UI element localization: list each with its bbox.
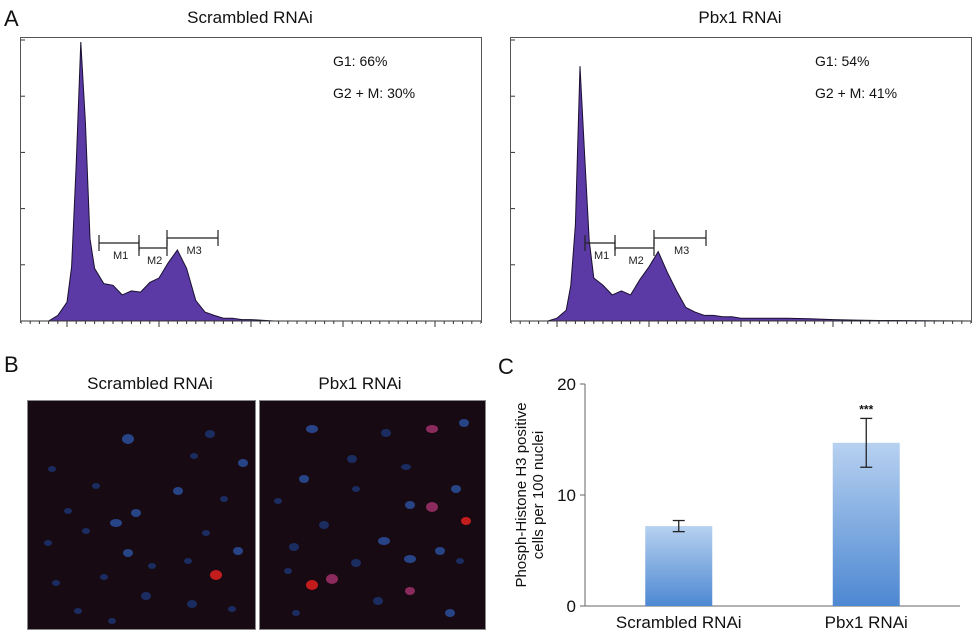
histogram-1-g1-stat: G1: 66% — [333, 53, 388, 69]
histogram-1-gate-label: M2 — [147, 255, 162, 267]
nucleus — [141, 592, 151, 600]
nucleus — [373, 597, 383, 605]
panel-b-letter: B — [4, 352, 19, 377]
nucleus — [326, 574, 338, 584]
nucleus — [426, 425, 438, 433]
nucleus — [92, 483, 100, 489]
micrograph-scrambled-image — [44, 430, 248, 624]
histogram-2-g1-stat: G1: 54% — [815, 53, 870, 69]
significance-marker: *** — [859, 402, 873, 416]
bar — [832, 442, 900, 606]
nucleus — [48, 466, 56, 472]
nucleus — [289, 543, 299, 551]
histogram-1-plot: M1 M2 M3 — [21, 39, 481, 327]
nucleus — [445, 609, 455, 617]
nucleus — [44, 540, 52, 546]
nucleus — [456, 558, 464, 564]
nucleus — [74, 608, 82, 614]
nucleus — [220, 496, 228, 502]
micrograph-pbx1 — [259, 400, 486, 630]
nucleus — [292, 610, 300, 616]
nucleus — [190, 453, 198, 459]
panel-c-letter: C — [498, 354, 514, 379]
nucleus — [108, 618, 116, 624]
nucleus — [205, 430, 215, 438]
nucleus — [122, 434, 134, 444]
histogram-1-g2m-stat: G2 + M: 30% — [333, 85, 416, 101]
nucleus — [461, 517, 471, 525]
nucleus — [233, 547, 243, 555]
nucleus — [435, 547, 445, 555]
nucleus — [426, 502, 438, 512]
nucleus — [347, 455, 357, 463]
micrograph-pbx1-image — [274, 419, 471, 617]
bar — [645, 526, 713, 606]
histogram-1: M1 M2 M3 — [20, 37, 482, 327]
bar-chart-category-label: Pbx1 RNAi — [825, 613, 908, 632]
nucleus — [187, 600, 197, 608]
nucleus — [404, 555, 416, 563]
nucleus — [82, 528, 90, 534]
bar-chart-y-tick-label: 0 — [567, 597, 576, 616]
histogram-2-plot: M1 M2 M3 — [511, 39, 971, 327]
nucleus — [405, 501, 415, 509]
nucleus — [274, 498, 282, 504]
nucleus — [306, 425, 318, 433]
nucleus — [351, 559, 361, 567]
bar-chart-y-label-line: Phosph-Histone H3 positive — [513, 402, 530, 587]
histogram-2-g2m-stat: G2 + M: 41% — [815, 85, 898, 101]
nucleus — [210, 570, 222, 580]
nucleus — [378, 537, 390, 545]
histogram-2-title: Pbx1 RNAi — [698, 8, 782, 27]
histogram-1-title: Scrambled RNAi — [187, 8, 313, 27]
bar-chart-y-tick-label: 10 — [557, 486, 576, 505]
nucleus — [451, 485, 461, 493]
micrograph-scrambled — [27, 400, 256, 630]
nucleus — [381, 429, 391, 437]
nucleus — [401, 464, 411, 470]
histogram-2-area — [511, 66, 971, 322]
nucleus — [110, 519, 122, 527]
nucleus — [202, 530, 210, 536]
micrograph-2-title: Pbx1 RNAi — [318, 374, 402, 393]
nucleus — [228, 606, 236, 612]
nucleus — [319, 521, 329, 529]
micrograph-1-title: Scrambled RNAi — [87, 374, 213, 393]
nucleus — [184, 558, 192, 564]
nucleus — [52, 580, 60, 586]
nucleus — [100, 574, 108, 580]
nucleus — [306, 580, 318, 590]
nucleus — [148, 563, 156, 569]
histogram-1-area — [21, 41, 481, 322]
nucleus — [173, 487, 183, 495]
histogram-2: M1 M2 M3 — [510, 37, 972, 327]
bar-chart-y-label: Phosph-Histone H3 positivecells per 100 … — [513, 402, 547, 587]
bar-chart-y-tick-label: 20 — [557, 375, 576, 394]
nucleus — [64, 508, 72, 514]
nucleus — [352, 486, 360, 492]
histogram-1-gate-label: M3 — [187, 245, 202, 257]
nucleus — [459, 419, 469, 427]
nucleus — [284, 568, 292, 574]
bar-chart: 0 10 20 Phosph-Histone H3 positivecells per… — [513, 375, 960, 632]
bar-chart-category-label: Scrambled RNAi — [616, 613, 742, 632]
bar-chart-y-label-line: cells per 100 nuclei — [530, 431, 547, 559]
nucleus — [405, 587, 415, 595]
nucleus — [123, 549, 133, 557]
histogram-1-gate-label: M1 — [113, 250, 128, 262]
histogram-2-gate-label: M2 — [629, 255, 644, 267]
nucleus — [299, 475, 309, 483]
histogram-2-gate-label: M3 — [674, 245, 689, 257]
nucleus — [131, 509, 141, 517]
histogram-2-gate-label: M1 — [594, 250, 609, 262]
nucleus — [238, 459, 248, 467]
panel-a-letter: A — [4, 6, 19, 31]
